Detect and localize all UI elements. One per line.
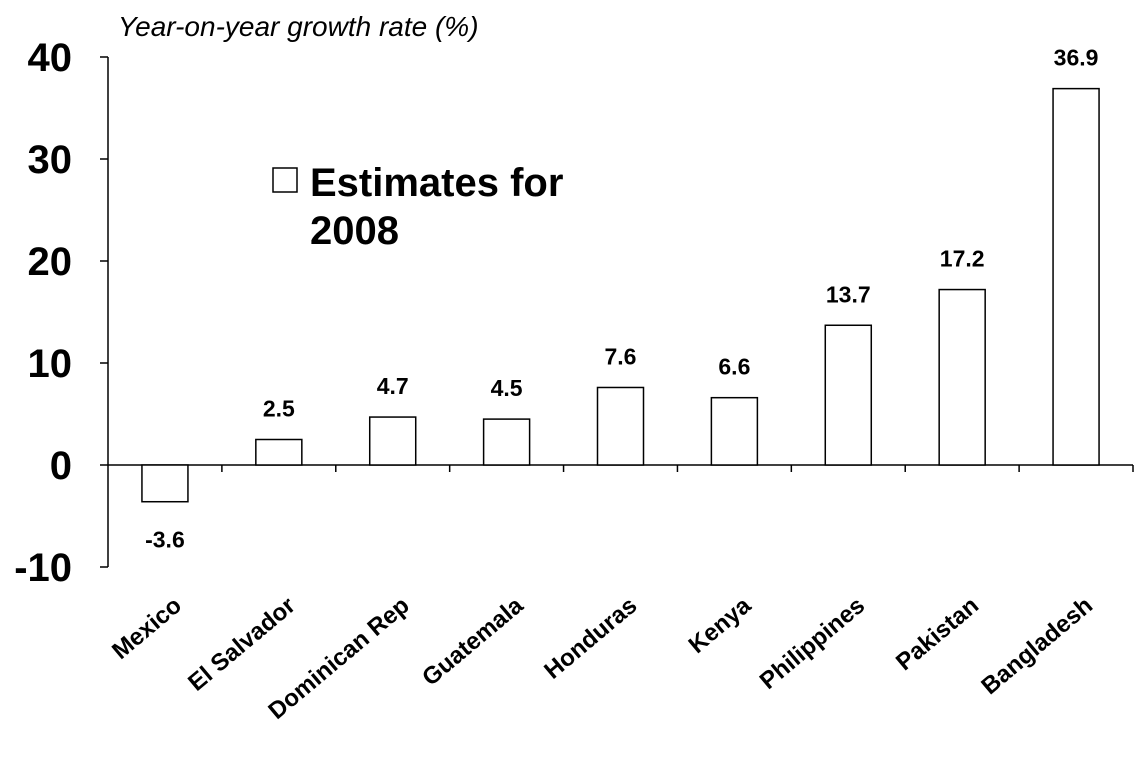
data-labels: -3.6 2.5 4.7 4.5 7.6 6.6 13.7 17.2 36.9 [145,45,1098,553]
legend-label-line2: 2008 [310,209,399,253]
y-ticks: 40 30 20 10 0 -10 [14,36,108,590]
data-label: 2.5 [263,396,295,422]
x-tick-label: Mexico [107,592,187,665]
bar-el-salvador [255,438,303,466]
x-tick-label: El Salvador [183,592,301,697]
x-tick-label: Kenya [684,592,757,659]
y-tick-label: 40 [28,36,73,80]
data-label: 4.7 [377,373,409,399]
bars [141,87,1100,503]
legend-swatch [272,167,298,193]
y-tick-label: 30 [28,138,73,182]
y-tick-label: 0 [50,444,72,488]
data-label: 4.5 [491,375,523,401]
bar-mexico [141,464,189,503]
bar-guatemala [482,418,531,466]
bar-philippines [824,324,873,466]
y-tick-label: -10 [14,546,72,590]
x-tick-label: Philippines [755,592,870,695]
x-tick-label: Guatemala [417,591,529,691]
y-axis-title: Year-on-year growth rate (%) [118,11,479,42]
data-label: 13.7 [826,281,871,307]
x-tick-label: Bangladesh [976,592,1098,700]
data-label: -3.6 [145,527,185,553]
bar-bangladesh [1052,87,1100,466]
data-label: 7.6 [605,343,637,369]
bar-honduras [596,386,645,466]
x-tick-label: Pakistan [891,592,984,676]
data-label: 6.6 [718,354,750,380]
y-tick-label: 20 [28,240,73,284]
legend: Estimates for 2008 [272,161,563,253]
bar-dominican-rep [368,416,417,466]
data-label: 36.9 [1054,45,1099,71]
bar-pakistan [938,288,986,466]
y-tick-label: 10 [28,342,73,386]
data-label: 17.2 [940,246,985,272]
x-tick-label: Honduras [539,592,642,685]
bar-kenya [710,396,759,466]
legend-label-line1: Estimates for [310,161,563,205]
